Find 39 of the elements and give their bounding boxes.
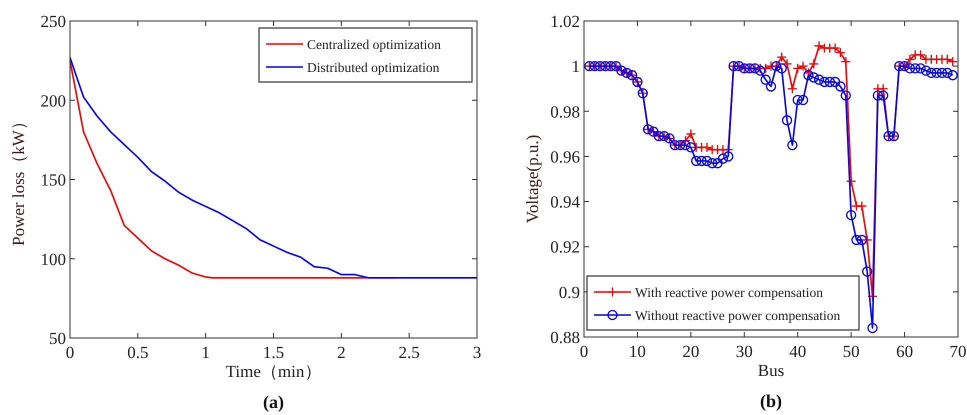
y-tick-label: 0.9	[558, 282, 580, 302]
x-axis-title: Time（min）	[226, 362, 322, 381]
x-tick-label: 50	[842, 342, 860, 361]
y-tick-label: 0.96	[550, 147, 580, 166]
x-tick-label: 40	[789, 342, 806, 361]
x-axis-title: Bus	[758, 361, 784, 380]
x-tick-label: 30	[736, 342, 753, 361]
y-tick-label: 0.92	[550, 238, 580, 257]
x-tick-label: 3	[472, 343, 482, 362]
y-tick-label: 0.94	[550, 192, 580, 212]
legend-label: Without reactive power compensation	[635, 308, 841, 323]
y-tick-label: 200	[40, 91, 66, 110]
y-tick-label: 0.88	[550, 328, 580, 347]
y-tick-label: 50	[49, 329, 66, 348]
x-tick-label: 2	[337, 343, 346, 362]
y-tick-label: 100	[40, 250, 66, 269]
x-tick-label: 10	[628, 342, 646, 361]
legend-label: With reactive power compensation	[635, 285, 824, 300]
x-tick-label: 20	[682, 342, 700, 361]
y-tick-label: 0.98	[550, 102, 580, 122]
y-tick-label: 250	[40, 12, 66, 31]
y-axis-title: Voltage(p.u.)	[523, 134, 542, 224]
x-tick-label: 0	[66, 343, 74, 362]
x-tick-label: 0.5	[127, 343, 148, 362]
y-tick-label: 1.02	[550, 12, 580, 31]
y-tick-label: 1	[572, 57, 580, 76]
legend-label: Distributed optimization	[307, 60, 440, 75]
y-axis-title: Power loss（kW）	[9, 113, 28, 246]
x-tick-label: 0	[580, 342, 588, 361]
x-tick-label: 2.5	[398, 343, 420, 362]
x-tick-label: 1	[201, 343, 210, 362]
y-tick-label: 150	[40, 170, 66, 190]
x-tick-label: 70	[950, 342, 966, 361]
line-series	[69, 56, 478, 279]
x-tick-label: 1.5	[262, 343, 284, 362]
x-tick-label: 60	[896, 342, 914, 361]
legend-label: Centralized optimization	[307, 37, 442, 52]
text: (a)	[263, 392, 284, 412]
text: (b)	[760, 391, 782, 411]
